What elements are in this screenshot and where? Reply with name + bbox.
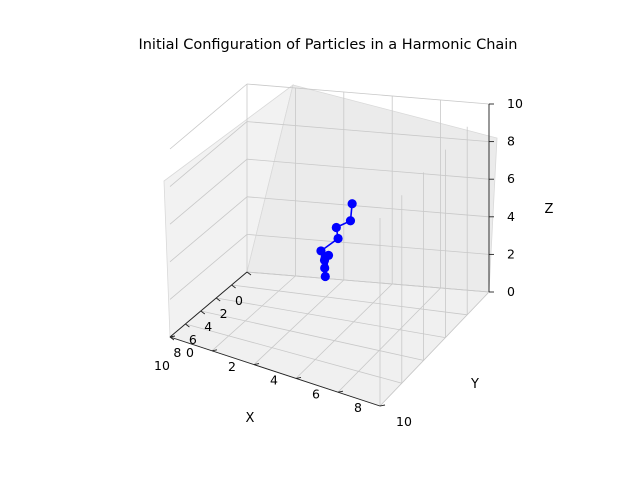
data-point (345, 216, 356, 226)
gridline-x-floor (185, 323, 402, 384)
x-tick-label: 6 (189, 332, 197, 347)
gridline-z-left (169, 234, 248, 300)
y-tick-mark (295, 376, 302, 379)
x-tick-label: 4 (204, 319, 212, 334)
data-point (347, 199, 357, 209)
axis-lines (169, 104, 490, 407)
x-tick-label: 0 (235, 293, 243, 308)
gridline-z-left (169, 196, 248, 263)
y-tick-label: 4 (270, 373, 278, 388)
gridline-z-left (169, 121, 248, 187)
y-tick-label: 2 (228, 359, 236, 374)
y-tick-label: 8 (354, 400, 362, 415)
x-tick-mark (215, 297, 221, 302)
data-point (323, 250, 334, 260)
x-tick-label: 10 (154, 358, 170, 373)
data-series (316, 199, 357, 282)
gridline-z-back (246, 234, 490, 255)
y-tick-mark (337, 390, 344, 393)
gridline-y-floor (211, 275, 296, 352)
x-tick-label: 2 (220, 306, 228, 321)
gridline-y-floor (379, 291, 490, 407)
data-point (320, 271, 330, 282)
y-tick-mark (379, 404, 386, 407)
data-point (320, 263, 330, 273)
gridline-z-back (246, 271, 490, 293)
x-tick-mark (231, 284, 236, 289)
chart-title: Initial Configuration of Particles in a … (138, 37, 517, 53)
y-tick-mark (253, 363, 260, 366)
y-axis-label: Y (470, 377, 479, 392)
x-tick-mark (200, 310, 206, 315)
y-tick-mark (169, 335, 176, 338)
z-tick-label: 6 (507, 171, 515, 186)
y-tick-label: 0 (186, 345, 194, 360)
y-tick-label: 10 (396, 414, 412, 429)
y-tick-mark (211, 349, 218, 352)
gridline-z-left (169, 83, 248, 150)
y-tick-label: 6 (312, 386, 320, 401)
data-point (333, 233, 343, 244)
x-tick-label: 8 (173, 345, 181, 360)
z-tick-label: 8 (507, 134, 515, 149)
gridline-y-floor (337, 287, 441, 393)
gridline-z-back (246, 121, 490, 142)
gridline-y-floor (253, 279, 345, 365)
y-axis-line (169, 336, 381, 407)
x-tick-mark (169, 336, 175, 341)
x-axis-label: X (246, 411, 255, 426)
x-tick-mark (246, 271, 252, 276)
gridline-x-floor (231, 284, 468, 316)
gridline-z-back (246, 83, 490, 105)
data-point (331, 222, 341, 233)
x-tick-mark (185, 323, 190, 328)
z-tick-label: 2 (507, 246, 515, 261)
gridline-z-back (246, 196, 490, 218)
z-tick-label: 4 (507, 209, 515, 224)
z-tick-label: 10 (507, 96, 523, 111)
gridline-z-back (246, 158, 490, 180)
gridline-x-floor (200, 310, 424, 361)
x-axis-line (169, 271, 248, 338)
gridline-z-left (169, 158, 248, 225)
gridline-y-floor (295, 283, 393, 379)
z-axis-label: Z (545, 202, 554, 217)
z-tick-label: 0 (507, 284, 515, 299)
gridline-x-floor (216, 297, 446, 338)
